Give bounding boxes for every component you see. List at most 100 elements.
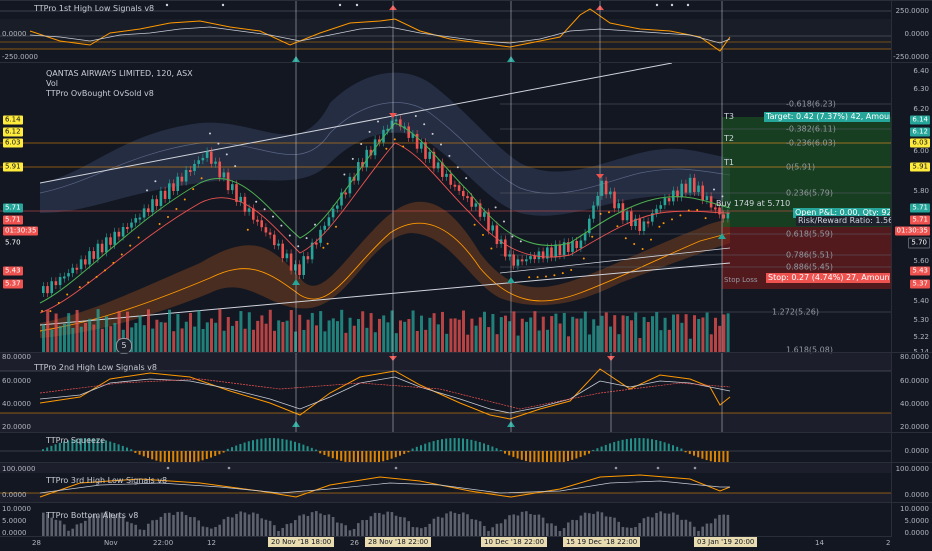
alert-bar	[508, 515, 511, 537]
squeeze-bar	[571, 451, 574, 460]
volume-bar	[352, 325, 356, 353]
pane-3rd-high-low[interactable]: TTPro 3rd High Low Signals v8 100.0000 0…	[0, 462, 932, 503]
volume-bar	[100, 328, 104, 353]
alert-bar	[567, 522, 570, 537]
candle-body	[394, 119, 398, 122]
pane-2nd-high-low[interactable]: TTPro 2nd High Low Signals v8 80.0000 60…	[0, 352, 932, 433]
volume-bar	[373, 332, 377, 353]
squeeze-bar	[718, 451, 721, 463]
alert-bar	[121, 516, 125, 537]
squeeze-bar	[462, 438, 464, 451]
squeeze-bar	[567, 451, 569, 462]
squeeze-bar	[537, 451, 540, 463]
pane1-axis[interactable]: 250.0000 0.0000 -250.0000	[891, 1, 932, 63]
pane4-axis[interactable]: 100.0000 0.0000	[891, 463, 932, 503]
squeeze-bar	[92, 438, 95, 451]
volume-bar	[432, 313, 436, 353]
squeeze-bar	[298, 443, 301, 451]
alert-bar	[281, 527, 284, 537]
squeeze-bar	[625, 439, 628, 451]
alert-bar	[415, 527, 419, 537]
alert-bar	[88, 515, 91, 537]
alert-bar	[205, 527, 209, 537]
pane-bottom-alerts[interactable]: TTPro Bottom Alerts v8 10.0000 5.0000 0.…	[0, 502, 932, 537]
alert-bar	[474, 519, 478, 537]
candle-body	[701, 185, 704, 201]
alert-bar	[147, 523, 150, 537]
main-price-pane[interactable]: QANTAS AIRWAYS LIMITED, 120, ASX Vol TTP…	[0, 62, 932, 356]
volume-bar	[499, 317, 503, 353]
squeeze-bar	[449, 438, 452, 451]
pane2-axis[interactable]: 80.0000 60.0000 40.0000 20.0000	[891, 353, 932, 433]
price-tag: 5.71	[910, 203, 930, 213]
volume-bar	[294, 331, 297, 353]
pane3-axis[interactable]: 0.0000	[891, 433, 932, 463]
alert-bar	[470, 519, 473, 537]
alert-bar	[676, 514, 679, 537]
time-axis[interactable]: 28 Nov 22:00 12 26 14 2 20 Nov '18 18:00…	[0, 536, 892, 551]
alert-bar	[327, 514, 331, 537]
alert-bar	[222, 519, 226, 537]
volume-bar	[88, 318, 92, 353]
volume-bar	[264, 323, 268, 353]
candle-body	[680, 183, 683, 198]
candle-body	[436, 162, 440, 169]
axis-tick: 10.0000	[900, 505, 929, 513]
pane5-axis[interactable]: 10.0000 5.0000 0.0000	[891, 503, 932, 537]
alert-bar	[638, 523, 641, 537]
alert-bar	[105, 511, 108, 537]
replay-badge[interactable]: 5	[116, 338, 132, 354]
stop-dot	[519, 240, 522, 243]
volume-bar	[289, 310, 293, 353]
volume-bar	[634, 312, 638, 353]
stop-dot	[326, 242, 329, 245]
buy-order-label[interactable]: Buy 1749 at 5.710	[716, 199, 791, 208]
stop-dot	[288, 234, 291, 237]
volume-bar	[709, 334, 713, 353]
volume-bar	[315, 325, 318, 353]
pane-squeeze[interactable]: TTPro Squeeze 0.0000	[0, 432, 932, 463]
volume-bar	[567, 336, 570, 353]
stop-box[interactable]: Stop: 0.27 (4.74%) 27, Amount:	[766, 273, 890, 283]
candle-body	[121, 227, 125, 237]
alert-bar	[340, 523, 343, 537]
pane1-left-tick: -250.0000	[2, 53, 38, 61]
candle-body	[378, 139, 381, 143]
squeeze-bar	[273, 438, 275, 451]
open-pnl-box[interactable]: Open P&L: 0.00, Qty: 92:	[793, 208, 890, 218]
volume-bar	[390, 310, 394, 353]
candle-body	[147, 208, 150, 213]
volume-bar	[378, 318, 381, 353]
alert-bar	[512, 514, 515, 537]
stop-dot	[482, 233, 484, 236]
axis-tick: 5.22	[913, 333, 929, 341]
alert-bar	[75, 524, 79, 537]
pane-1st-high-low[interactable]: TTPro 1st High Low Signals v8 0.0000 -25…	[0, 0, 932, 63]
price-axis[interactable]: 6.40 6.30 6.20 6.00 5.80 5.60 5.40 5.30 …	[891, 63, 932, 356]
volume-bar	[554, 313, 558, 353]
volume-bar	[693, 315, 696, 353]
squeeze-bar	[655, 440, 658, 451]
alert-bar	[184, 515, 188, 537]
stop-dot	[41, 310, 43, 312]
squeeze-bar	[516, 451, 519, 459]
volume-bar	[113, 322, 117, 353]
squeeze-bar	[302, 444, 305, 451]
target-box[interactable]: Target: 0.42 (7.37%) 42, Amount:	[764, 112, 890, 122]
volume-bar	[46, 309, 50, 353]
axis-tick: 6.20	[913, 105, 929, 113]
alert-bar	[142, 529, 146, 537]
alert-bar	[268, 520, 272, 537]
squeeze-bar	[646, 438, 649, 451]
candle-body	[352, 176, 356, 181]
axis-tick: -250.0000	[893, 53, 929, 61]
candle-body	[558, 244, 562, 256]
candle-body	[197, 160, 200, 164]
candle-body	[92, 251, 95, 259]
risk-reward-box[interactable]: Risk/Reward Ratio: 1.56	[796, 216, 896, 226]
stop-dot	[545, 275, 547, 278]
volume-bar	[609, 326, 612, 353]
squeeze-bar	[378, 451, 380, 463]
volume-bar	[382, 315, 386, 353]
candle-body	[487, 212, 490, 231]
